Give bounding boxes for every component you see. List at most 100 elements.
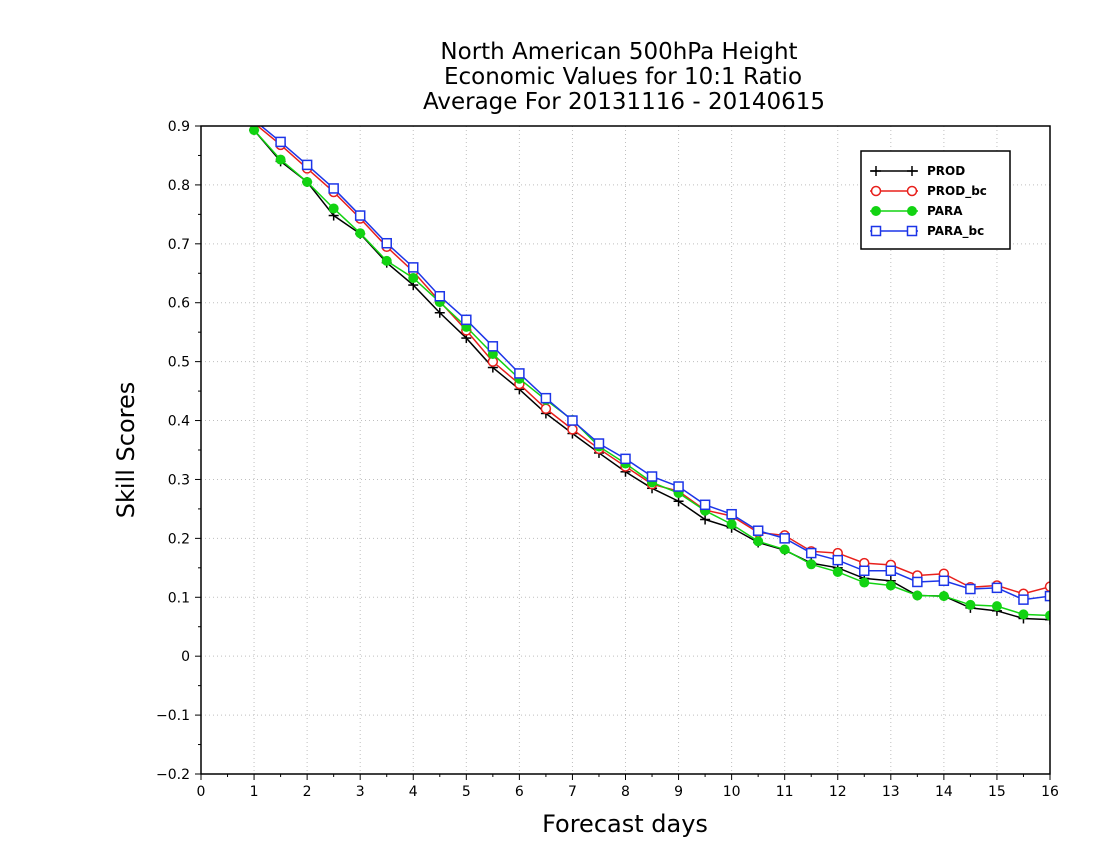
data-point-para-bc	[434, 290, 446, 302]
x-tick-label: 3	[356, 784, 365, 800]
series-para	[223, 86, 1050, 621]
x-tick-label: 14	[935, 784, 953, 800]
y-tick-label: 0.6	[168, 296, 190, 312]
y-tick-label: 0	[181, 649, 190, 665]
data-point-para	[885, 580, 896, 591]
data-point-para	[965, 599, 976, 610]
data-point-para	[832, 566, 843, 577]
data-point-para-bc	[991, 582, 1003, 594]
data-point-para-bc	[620, 453, 631, 465]
x-axis: 0 1 2 3 4 5 6 7 8 9 10 11 12 13 14 15 16	[197, 774, 1059, 800]
x-tick-label: 5	[462, 784, 471, 800]
data-point-para	[779, 544, 790, 555]
legend: PROD PROD_bc PARA PARA_bc	[860, 150, 1011, 250]
data-point-para-bc	[461, 314, 472, 326]
x-tick-label: 4	[409, 784, 418, 800]
data-point-para-bc	[912, 576, 923, 588]
series-layer	[223, 83, 1050, 625]
legend-label-para: PARA	[927, 204, 963, 218]
x-tick-label: 10	[723, 784, 741, 800]
data-point-para	[912, 590, 923, 601]
data-point-para	[1018, 609, 1029, 620]
data-point-para	[355, 228, 366, 239]
data-point-para-bc	[938, 575, 950, 587]
data-point-para-bc	[805, 547, 817, 559]
data-point-para	[806, 559, 817, 570]
data-point-para	[753, 536, 764, 547]
data-point-para-bc	[223, 83, 232, 92]
legend-marker-para-bc	[870, 225, 882, 237]
x-tick-label: 8	[621, 784, 630, 800]
data-point-para-bc	[885, 565, 897, 577]
data-point-para	[938, 591, 949, 602]
data-point-prod	[1045, 614, 1050, 625]
data-point-para	[859, 577, 870, 588]
grid	[201, 126, 1050, 774]
y-axis-title: Skill Scores	[112, 382, 140, 519]
chart-title-line-1: North American 500hPa Height	[440, 39, 797, 65]
x-tick-label: 1	[250, 784, 259, 800]
x-tick-label: 9	[674, 784, 683, 800]
data-point-para	[381, 255, 392, 266]
legend-marker-prod-bc	[906, 185, 918, 197]
x-tick-label: 2	[303, 784, 312, 800]
y-tick-label: 0.2	[168, 531, 190, 547]
data-point-para-bc	[726, 508, 737, 520]
x-axis-title: Forecast days	[542, 810, 708, 838]
legend-label-prod-bc: PROD_bc	[927, 184, 987, 199]
legend-label-para-bc: PARA_bc	[927, 224, 984, 239]
x-tick-label: 7	[568, 784, 577, 800]
data-point-prod	[700, 514, 711, 525]
x-tick-label: 16	[1041, 784, 1059, 800]
data-point-para-bc	[275, 136, 286, 148]
data-point-para-bc	[859, 565, 870, 577]
data-point-prod-bc	[1044, 581, 1050, 592]
y-axis: −0.2 −0.1 0 0.1 0.2 0.3 0.4 0.5 0.6 0.7 0.8 0.9	[156, 119, 201, 783]
data-point-para	[726, 519, 737, 530]
y-tick-label: −0.2	[156, 767, 190, 783]
data-point-para-bc	[1044, 590, 1050, 602]
data-point-para	[408, 272, 419, 283]
data-point-para	[223, 86, 232, 95]
x-tick-label: 13	[882, 784, 900, 800]
legend-item-para: PARA	[870, 204, 963, 218]
data-point-prod-bc	[223, 86, 232, 95]
data-point-prod-bc	[540, 403, 552, 415]
data-point-para-bc	[673, 481, 684, 492]
x-tick-label: 15	[988, 784, 1006, 800]
data-point-para-bc	[301, 159, 313, 171]
chart-title: North American 500hPa Height Economic Va…	[423, 39, 825, 115]
legend-marker-prod	[907, 166, 917, 176]
legend-marker-para	[871, 206, 881, 216]
legend-box	[860, 150, 1011, 250]
data-point-para-bc	[965, 583, 976, 595]
x-tick-label: 0	[197, 784, 206, 800]
data-point-para-bc	[250, 116, 259, 125]
chart-title-line-2: Economic Values for 10:1 Ratio	[444, 64, 802, 90]
y-tick-label: −0.1	[156, 708, 190, 724]
legend-marker-para-bc	[906, 225, 918, 237]
y-tick-label: 0.4	[168, 414, 190, 430]
data-point-para-bc	[832, 554, 843, 566]
y-tick-label: 0.9	[168, 119, 190, 135]
data-point-para	[249, 126, 260, 136]
legend-item-para-bc: PARA_bc	[870, 224, 984, 239]
data-point-para-bc	[646, 471, 658, 482]
data-point-para-bc	[752, 525, 764, 536]
legend-marker-prod	[871, 166, 881, 176]
x-tick-label: 6	[515, 784, 524, 800]
chart-title-line-3: Average For 20131116 - 20140615	[423, 89, 825, 115]
data-point-para	[328, 203, 339, 214]
y-tick-label: 0.7	[168, 237, 190, 253]
data-point-para-bc	[514, 368, 525, 379]
data-point-para	[302, 176, 313, 187]
data-point-para-bc	[1018, 594, 1029, 605]
legend-item-prod-bc: PROD_bc	[870, 184, 987, 199]
data-point-para-bc	[540, 392, 552, 404]
x-tick-label: 12	[829, 784, 847, 800]
data-point-para-bc	[699, 499, 711, 511]
data-point-para-bc	[779, 533, 790, 544]
x-tick-label: 11	[776, 784, 794, 800]
